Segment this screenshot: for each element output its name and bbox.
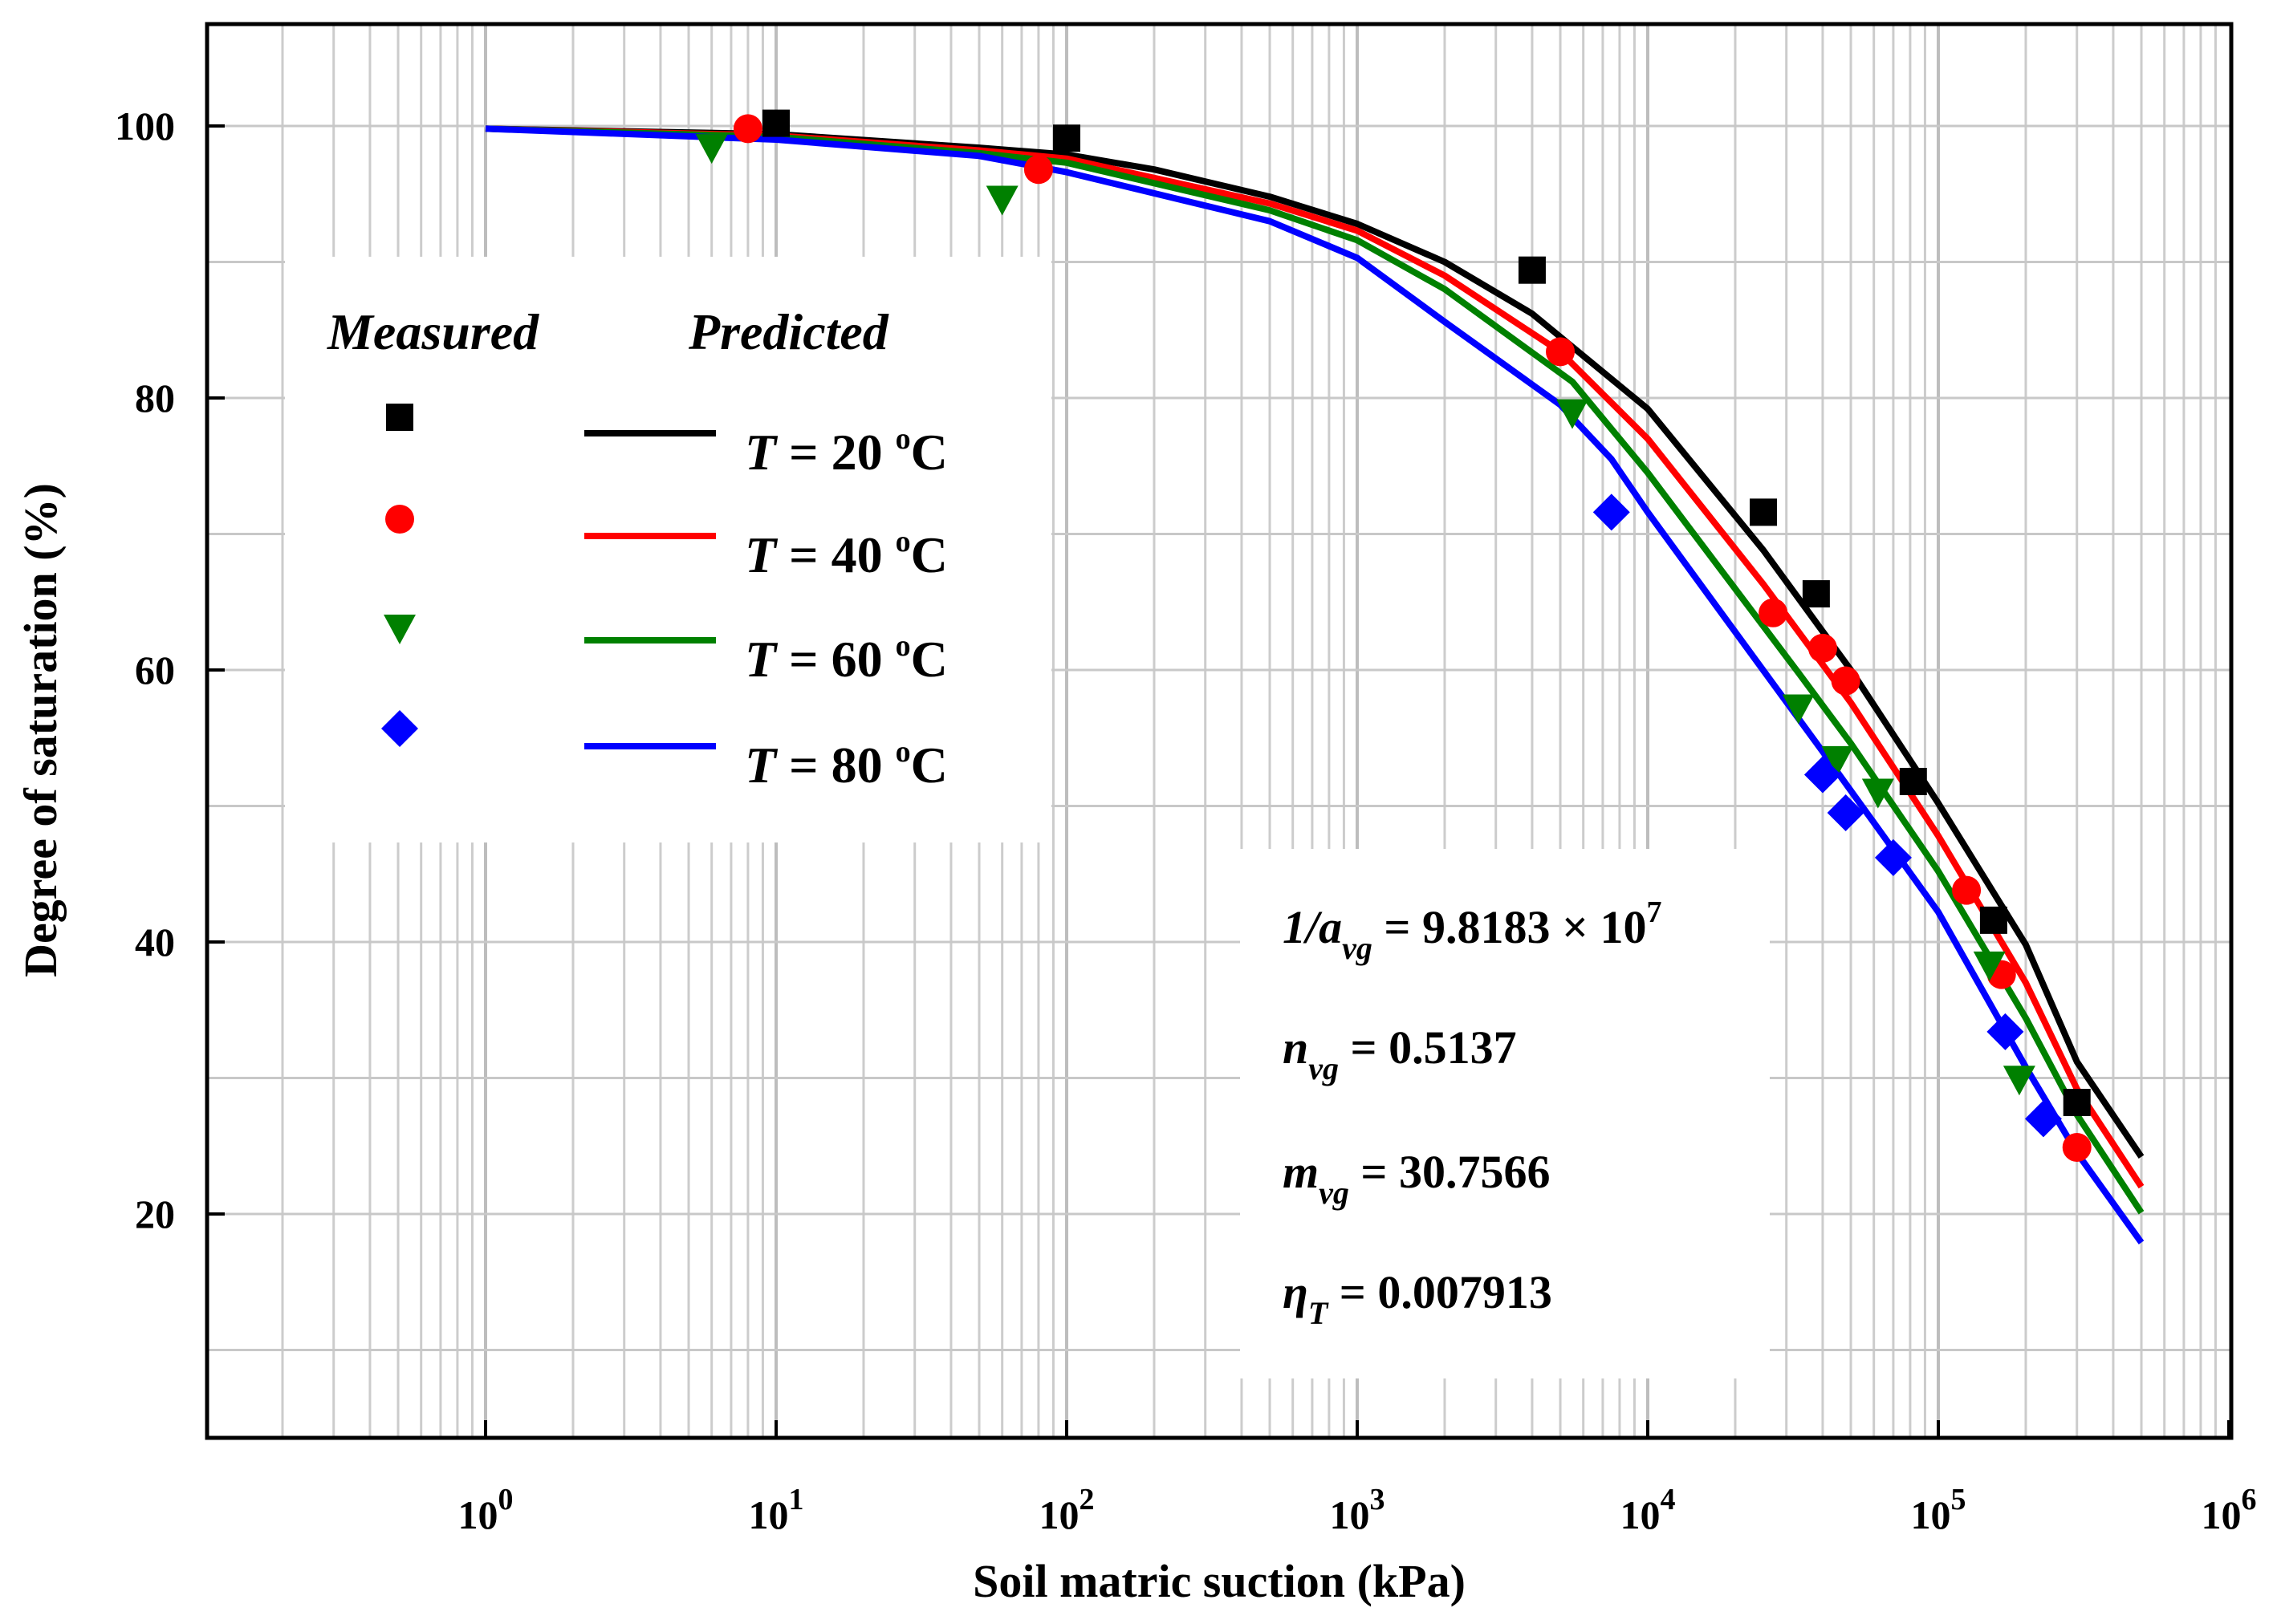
measured-point-60: [1782, 694, 1815, 725]
measured-point-40: [1831, 666, 1860, 696]
measured-point-40: [1546, 337, 1576, 367]
legend-label-80: T = 80 oC: [745, 735, 948, 794]
measured-point-20: [762, 109, 790, 137]
parameter-lines: 1/avg = 9.8183 × 107 nvg = 0.5137 mvg = 30…: [1283, 895, 1662, 1331]
measured-point-60: [1556, 399, 1589, 429]
y-tick-label: 60: [135, 648, 175, 692]
x-tick-label: 101: [749, 1483, 804, 1537]
measured-point-40: [733, 114, 762, 144]
legend-label-40: T = 40 oC: [745, 525, 948, 583]
x-tick-label: 103: [1330, 1483, 1385, 1537]
legend: Measured Predicted T = 20 oCT = 40 oCT =…: [285, 257, 1051, 842]
measured-point-40: [2062, 1132, 2092, 1162]
measured-point-80: [1803, 756, 1841, 794]
legend-marker-40: [385, 505, 414, 534]
series-markers: [695, 109, 2092, 1162]
x-tick-label: 100: [458, 1483, 514, 1537]
legend-measured-header: Measured: [327, 303, 539, 360]
plot-frame: [205, 22, 2234, 1440]
parameter-1: nvg = 0.5137: [1283, 1021, 1517, 1086]
y-tick-label: 80: [135, 376, 175, 420]
measured-point-20: [1899, 767, 1927, 795]
legend-label-60: T = 60 oC: [745, 629, 948, 688]
y-tick-label: 100: [115, 104, 175, 148]
predicted-line-20: [485, 125, 2145, 1159]
measured-point-80: [1874, 838, 1912, 876]
parameter-2: mvg = 30.7566: [1283, 1146, 1550, 1211]
x-axis-label: Soil matric suction (kPa): [973, 1555, 1466, 1607]
measured-point-80: [1986, 1013, 2024, 1050]
measured-point-20: [2063, 1089, 2091, 1117]
y-tick-label: 40: [135, 920, 175, 964]
legend-marker-80: [381, 710, 418, 747]
measured-point-40: [1952, 875, 1982, 905]
measured-point-80: [2024, 1100, 2062, 1138]
measured-point-80: [1592, 493, 1630, 531]
measured-point-40: [1023, 155, 1053, 185]
legend-marker-60: [384, 615, 416, 644]
parameter-box-background: [1240, 849, 1770, 1378]
measured-point-40: [1807, 633, 1837, 663]
y-axis-label: Degree of saturation (%): [14, 483, 67, 977]
measured-point-20: [1802, 580, 1830, 608]
measured-point-60: [986, 185, 1019, 216]
measured-point-80: [1827, 794, 1864, 831]
measured-point-20: [1053, 124, 1080, 152]
measured-point-60: [1861, 778, 1894, 809]
measured-point-60: [695, 134, 728, 164]
measured-point-40: [1759, 598, 1788, 627]
x-tick-label: 106: [2202, 1483, 2257, 1537]
axis-ticks: 100 101 102 103 104 105 106 20 40 60 80 100: [115, 104, 2257, 1537]
parameter-0: 1/avg = 9.8183 × 107: [1283, 895, 1662, 966]
legend-predicted-header: Predicted: [688, 303, 889, 360]
measured-point-20: [1750, 498, 1778, 526]
legend-label-20: T = 20 oC: [745, 422, 948, 481]
x-tick-label: 104: [1620, 1483, 1676, 1537]
measured-point-60: [1973, 951, 2006, 981]
legend-entries: T = 20 oC T = 40 oC T = 60 oC T = 80 oC: [381, 404, 948, 794]
measured-point-20: [1518, 256, 1546, 284]
y-tick-label: 20: [135, 1192, 175, 1236]
x-tick-label: 102: [1039, 1483, 1095, 1537]
measured-point-60: [1821, 745, 1854, 776]
measured-point-20: [1979, 906, 2007, 934]
parameter-box: 1/avg = 9.8183 × 107 nvg = 0.5137 mvg = 30…: [1240, 849, 1770, 1378]
legend-marker-20: [386, 404, 413, 431]
measured-point-60: [2003, 1066, 2035, 1096]
x-tick-label: 105: [1911, 1483, 1966, 1537]
parameter-3: ηT = 0.007913: [1283, 1266, 1552, 1331]
